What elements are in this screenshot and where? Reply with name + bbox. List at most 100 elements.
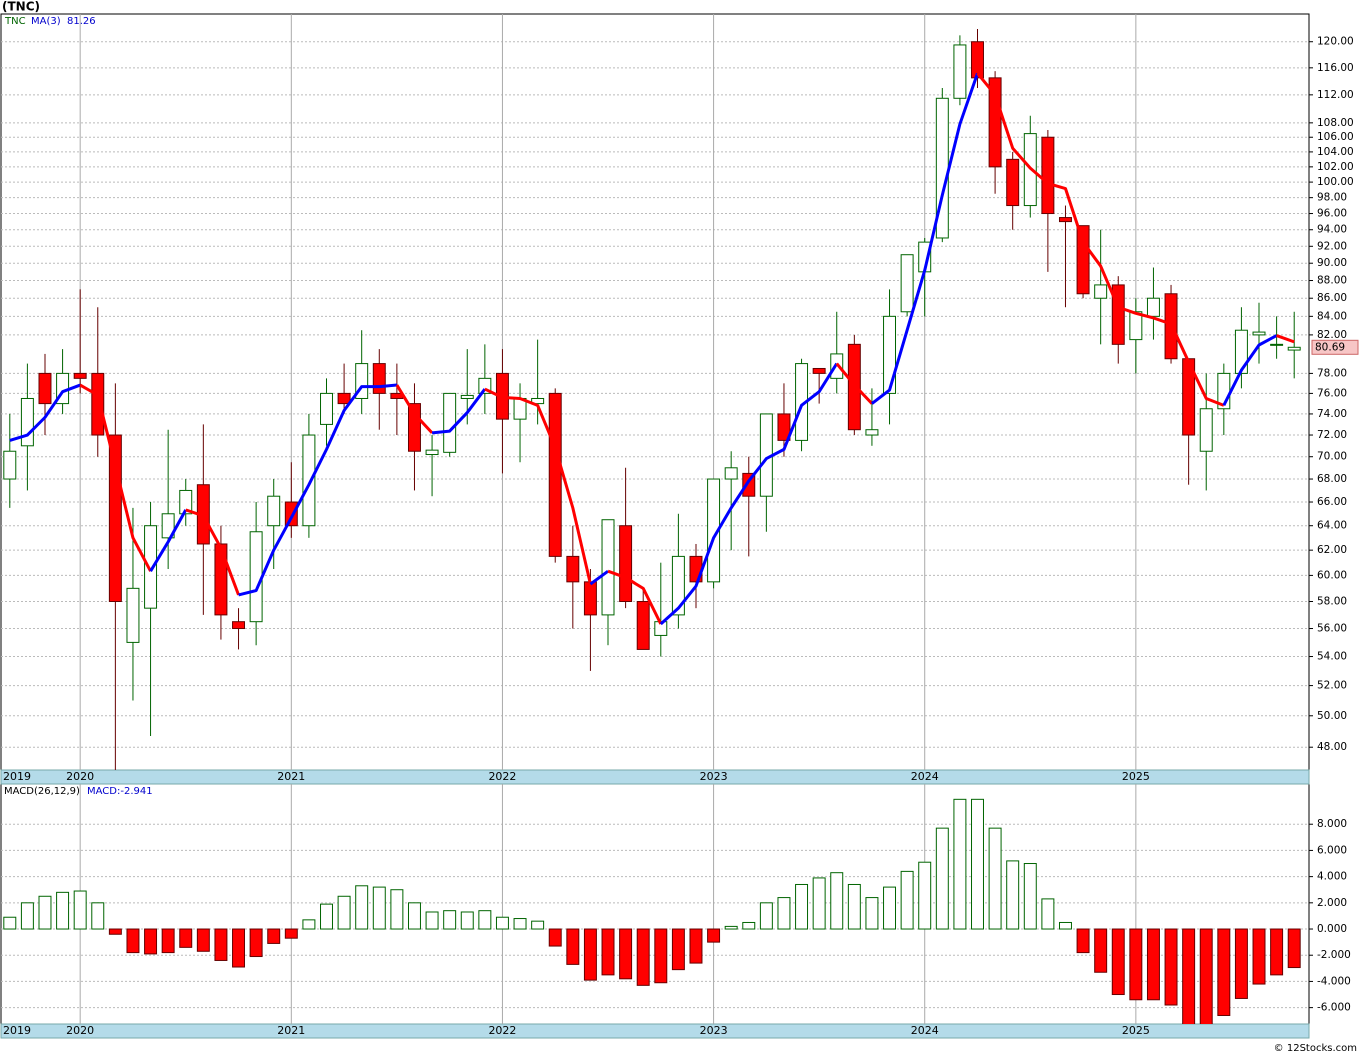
macd-bar	[865, 897, 879, 930]
ma-line	[149, 509, 188, 572]
y-tick-label: 52.00	[1317, 680, 1347, 692]
macd-bar	[566, 928, 580, 965]
candle-body	[566, 555, 580, 583]
price-plot	[3, 28, 1301, 770]
macd-bar	[1041, 898, 1055, 930]
macd-bar	[232, 928, 246, 968]
candle-body	[443, 392, 457, 453]
macd-bar	[548, 928, 562, 947]
macd-title: MACD(26,12,9)	[4, 786, 80, 797]
macd-bar	[443, 910, 457, 930]
macd-bar	[1111, 928, 1125, 996]
macd-bar	[73, 890, 87, 930]
candle-body	[953, 44, 967, 99]
macd-plot	[3, 798, 1301, 1024]
macd-bar	[196, 928, 210, 952]
y-tick-label: 68.00	[1317, 473, 1347, 485]
candle-body	[1111, 284, 1125, 345]
macd-bar	[3, 916, 17, 930]
y-tick-label: 76.00	[1317, 387, 1347, 399]
y-tick-label: 62.00	[1317, 544, 1347, 556]
macd-bar	[918, 861, 932, 930]
ma-line	[1222, 334, 1278, 407]
macd-bar	[671, 928, 685, 971]
macd-bar	[267, 928, 281, 944]
x-tick-label: 2021	[277, 1024, 305, 1037]
candle-body	[284, 501, 298, 527]
macd-bar	[425, 911, 439, 930]
candle-body	[619, 525, 633, 603]
candle-body	[73, 372, 87, 379]
candle-body	[601, 519, 615, 616]
macd-bar	[777, 897, 791, 930]
y-tick-label: 106.00	[1317, 131, 1354, 143]
ma-line	[871, 72, 979, 405]
y-tick-label: 60.00	[1317, 569, 1347, 581]
candle-body	[337, 392, 351, 405]
y-tick-label: 116.00	[1317, 62, 1354, 74]
macd-bar	[636, 928, 650, 986]
y-tick-label: 84.00	[1317, 310, 1347, 322]
candle-body	[1234, 329, 1248, 374]
y-tick-label: 70.00	[1317, 451, 1347, 463]
macd-bar	[91, 902, 105, 930]
y-tick-label: -6.000	[1317, 1002, 1351, 1014]
y-tick-label: 112.00	[1317, 89, 1354, 101]
macd-bar	[1199, 928, 1213, 1024]
macd-bar	[284, 928, 298, 939]
macd-bar	[372, 886, 386, 930]
macd-legend-value: MACD:-2.941	[87, 786, 153, 797]
macd-bar	[126, 928, 140, 954]
x-tick-label: 2024	[911, 770, 939, 783]
ma-line	[79, 383, 152, 572]
x-tick-label: 2025	[1122, 1024, 1150, 1037]
ma-line	[185, 508, 240, 596]
y-tick-label: 108.00	[1317, 117, 1354, 129]
macd-bar	[531, 920, 545, 930]
candle-body	[900, 254, 914, 313]
macd-bar	[583, 928, 597, 981]
y-tick-label: 56.00	[1317, 623, 1347, 635]
candle-body	[249, 531, 263, 623]
y-tick-label: 102.00	[1317, 161, 1354, 173]
x-tick-label: 2023	[700, 1024, 728, 1037]
candle-body	[865, 429, 879, 436]
macd-bar	[513, 918, 527, 930]
candle-body	[91, 372, 105, 436]
macd-bar	[495, 916, 509, 930]
macd-bar	[1287, 928, 1301, 969]
ma-line	[484, 387, 592, 585]
macd-bar	[953, 798, 967, 930]
macd-bar	[1146, 928, 1160, 1001]
y-tick-label: 82.00	[1317, 329, 1347, 341]
legend-ma: MA(3)	[31, 16, 61, 27]
candle-body	[126, 587, 140, 643]
macd-bar	[302, 919, 316, 930]
candle-body	[742, 472, 756, 497]
ma-line	[431, 388, 487, 435]
candle-body	[636, 601, 650, 650]
y-tick-label: -2.000	[1317, 949, 1351, 961]
x-tick-label: 2022	[488, 1024, 516, 1037]
ma-line	[9, 383, 81, 442]
macd-bar	[460, 911, 474, 930]
last-price-box	[1311, 339, 1359, 355]
macd-bar	[988, 827, 1002, 930]
y-tick-label: 100.00	[1317, 176, 1354, 188]
y-tick-label: 2.000	[1317, 897, 1347, 909]
x-tick-label: 2020	[66, 1024, 94, 1037]
macd-bar	[320, 903, 333, 930]
y-tick-label: 58.00	[1317, 596, 1347, 608]
macd-bar	[759, 902, 773, 930]
candle-body	[20, 397, 34, 447]
y-tick-label: 8.000	[1317, 818, 1347, 830]
y-tick-label: 54.00	[1317, 651, 1347, 663]
ma-line	[589, 569, 609, 586]
macd-bar	[38, 895, 52, 930]
y-tick-label: 90.00	[1317, 257, 1347, 269]
candle-body	[320, 392, 333, 425]
macd-bar	[56, 891, 70, 930]
date-strip	[0, 769, 1310, 785]
